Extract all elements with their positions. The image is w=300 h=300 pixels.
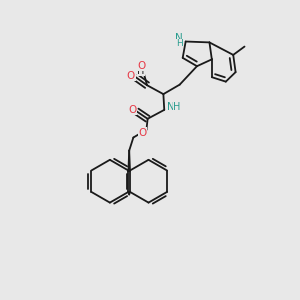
Text: N: N: [175, 33, 183, 43]
Text: H: H: [176, 39, 182, 48]
Text: H: H: [173, 103, 180, 112]
Text: O: O: [128, 105, 136, 115]
Text: O: O: [137, 61, 145, 71]
Text: O: O: [138, 128, 146, 138]
Text: O: O: [127, 71, 135, 81]
Text: H: H: [137, 66, 145, 76]
Text: N: N: [167, 103, 175, 112]
